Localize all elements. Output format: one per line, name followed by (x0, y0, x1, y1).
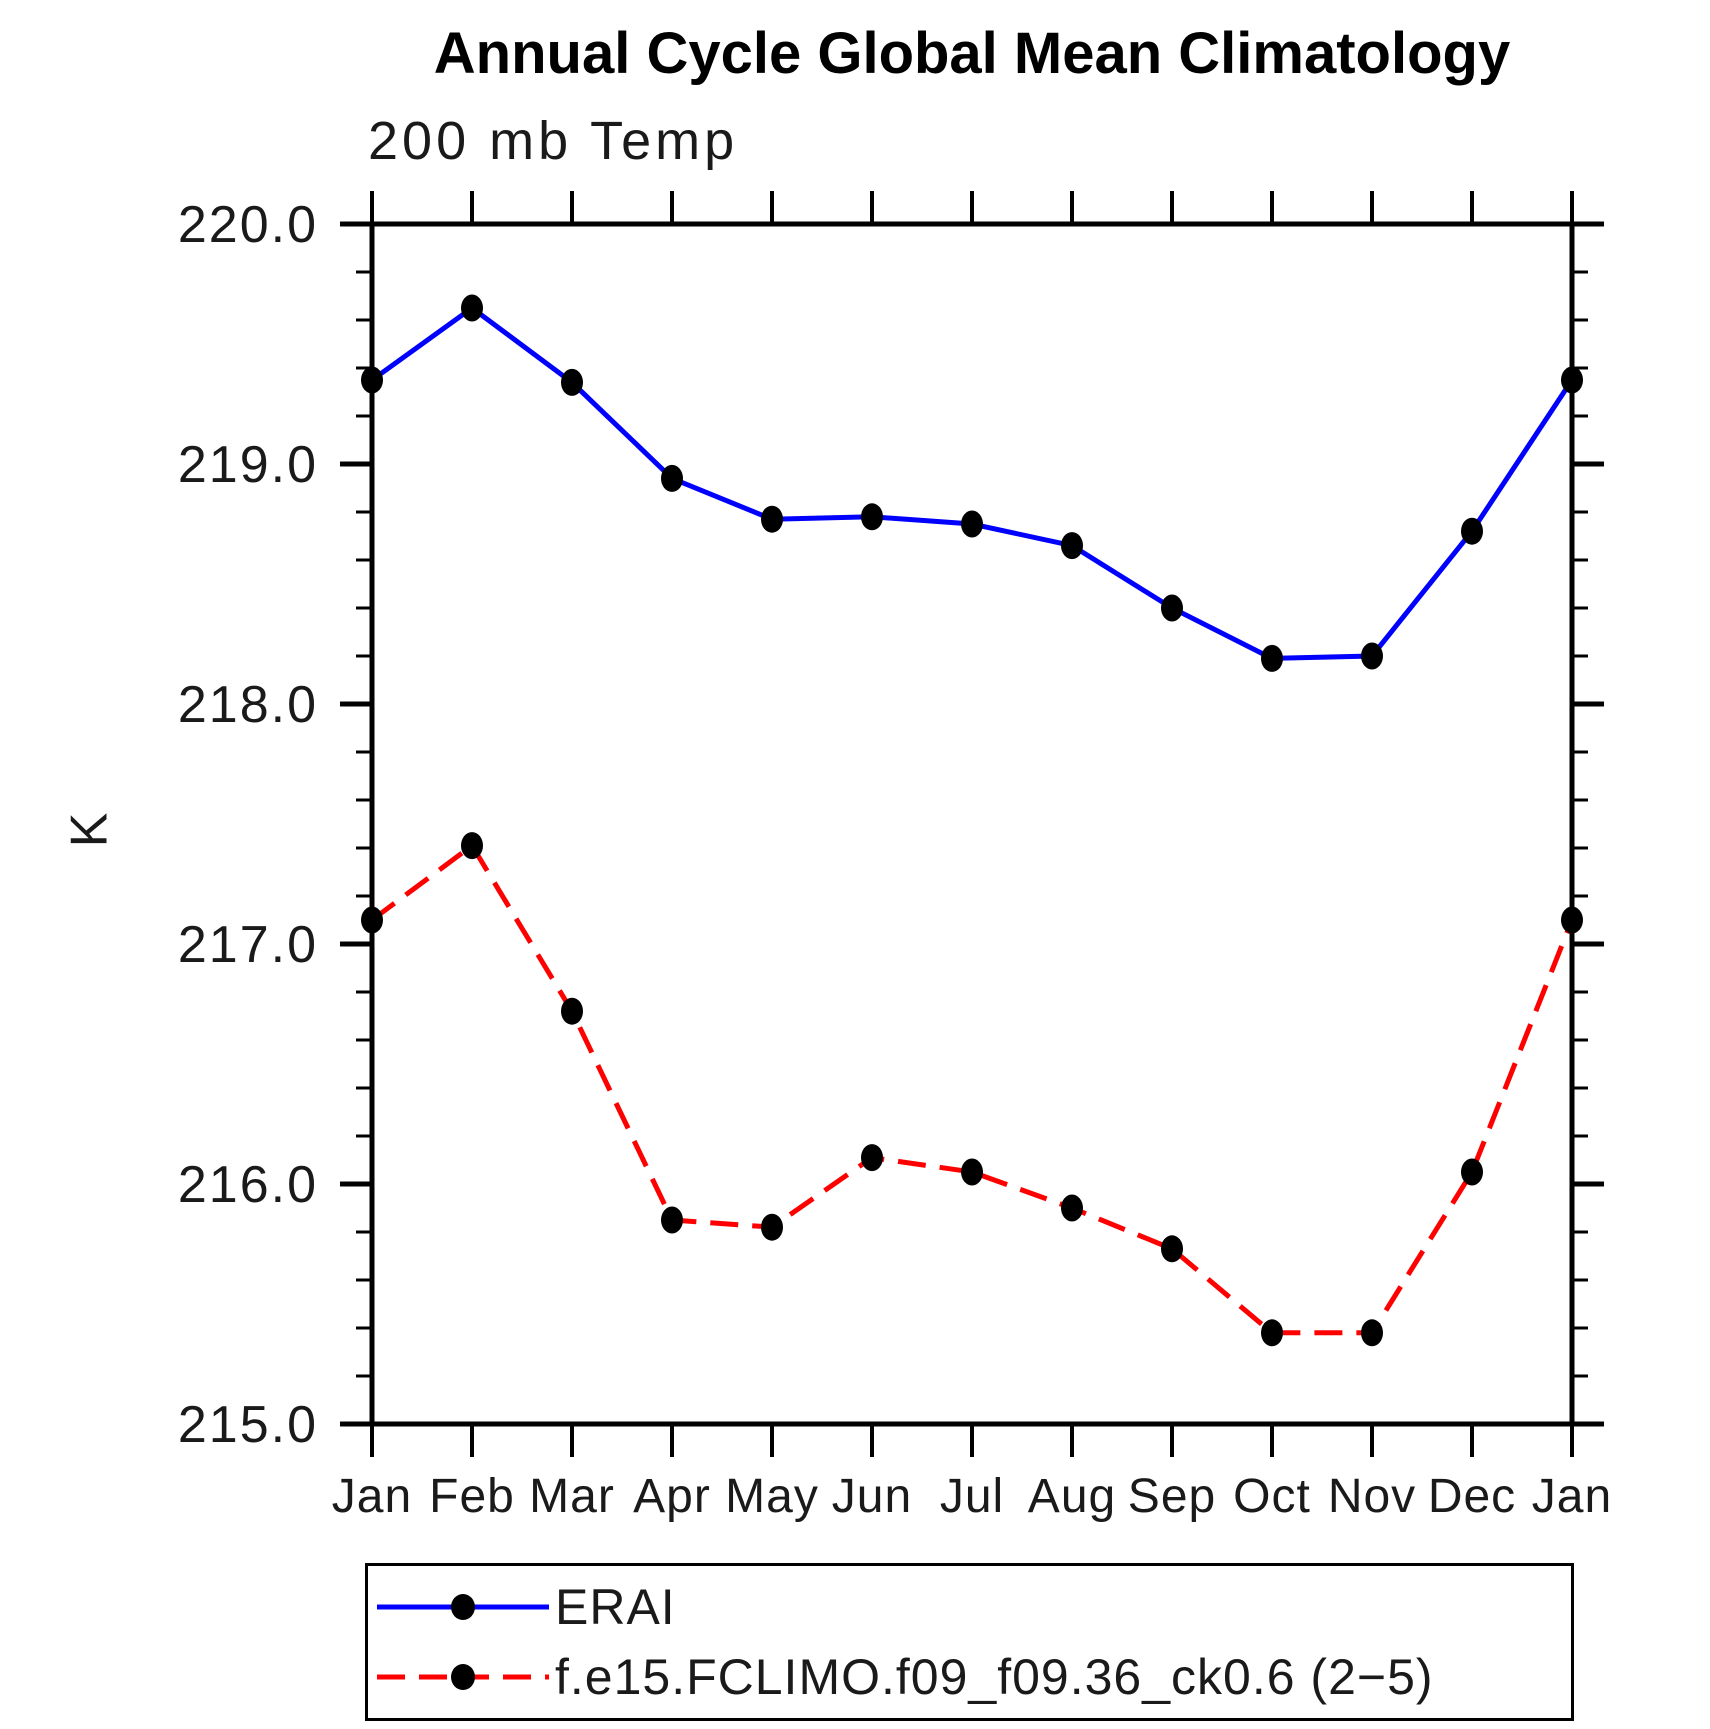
data-point (1261, 1319, 1283, 1347)
data-point (361, 906, 383, 934)
data-point (1361, 642, 1383, 670)
x-tick-label: Oct (1233, 1470, 1311, 1523)
data-point (1461, 517, 1483, 545)
y-tick-label: 217.0 (178, 916, 318, 974)
data-point (861, 503, 883, 531)
x-tick-label: Jan (332, 1470, 412, 1523)
data-point (1061, 532, 1083, 560)
x-tick-label: Mar (529, 1470, 615, 1523)
y-tick-label: 216.0 (178, 1156, 318, 1214)
data-point (761, 1213, 783, 1241)
legend-line-sample-erai (377, 1594, 549, 1620)
data-point (1361, 1319, 1383, 1347)
legend-row-model: f.e15.FCLIMO.f09_f09.36_ck0.6 (2−5) (373, 1649, 1571, 1705)
x-tick-label: Jan (1532, 1470, 1612, 1523)
plot-subtitle: 200 mb Temp (368, 111, 739, 171)
data-point (561, 997, 583, 1025)
y-tick-label: 220.0 (178, 196, 318, 254)
data-point (561, 368, 583, 396)
data-point (1461, 1158, 1483, 1186)
data-point (761, 505, 783, 533)
data-point (661, 1206, 683, 1234)
legend-label-model: f.e15.FCLIMO.f09_f09.36_ck0.6 (2−5) (555, 1649, 1434, 1705)
x-tick-label: Jun (832, 1470, 912, 1523)
x-tick-label: Aug (1028, 1470, 1116, 1523)
legend-marker-model (451, 1664, 475, 1690)
data-point (1161, 594, 1183, 622)
data-point (661, 464, 683, 492)
data-point (961, 510, 983, 538)
data-point (1561, 366, 1583, 394)
data-point (461, 832, 483, 860)
series-line-1 (370, 841, 1575, 1336)
data-point (961, 1158, 983, 1186)
x-tick-label: Feb (429, 1470, 515, 1523)
y-tick-label: 219.0 (178, 436, 318, 494)
x-tick-label: May (725, 1470, 819, 1523)
x-tick-label: Sep (1128, 1470, 1216, 1523)
x-tick-label: Apr (633, 1470, 711, 1523)
data-point (361, 366, 383, 394)
data-point (1561, 906, 1583, 934)
data-point (1161, 1235, 1183, 1263)
legend-line-sample-model (377, 1664, 549, 1690)
x-tick-label: Dec (1428, 1470, 1516, 1523)
data-point (1061, 1194, 1083, 1222)
series-line-0 (370, 304, 1575, 661)
legend-row-erai: ERAI (373, 1579, 1571, 1635)
legend-box: ERAI f.e15.FCLIMO.f09_f09.36_ck0.6 (2−5) (365, 1563, 1574, 1721)
y-tick-label: 215.0 (178, 1396, 318, 1454)
x-tick-label: Nov (1328, 1470, 1416, 1523)
legend-label-erai: ERAI (555, 1579, 676, 1635)
legend-marker-erai (451, 1594, 475, 1620)
data-point (1261, 644, 1283, 672)
page-title: Annual Cycle Global Mean Climatology (433, 21, 1511, 86)
data-point (861, 1144, 883, 1172)
x-tick-label: Jul (940, 1470, 1004, 1523)
chart-plot-area: 215.0 216.0 217.0 218.0 219.0 220.0 Jan Feb Mar A… (178, 191, 1612, 1523)
y-tick-label: 218.0 (178, 676, 318, 734)
plot-frame (369, 221, 1575, 1427)
data-point (461, 294, 483, 322)
